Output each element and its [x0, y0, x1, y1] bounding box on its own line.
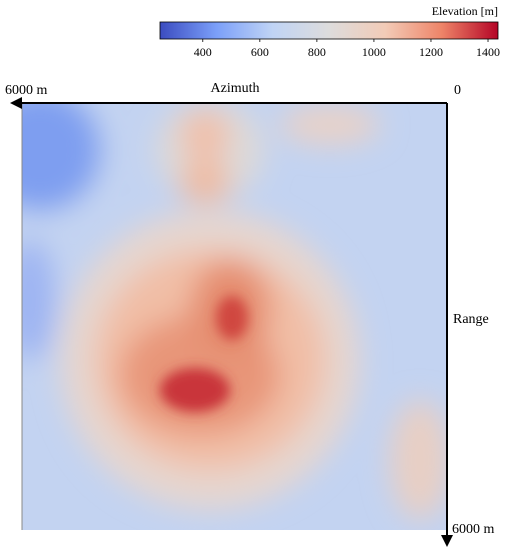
colorbar-tick-label: 1200 [419, 45, 443, 59]
colorbar-tick-label: 800 [308, 45, 326, 59]
range-label: Range [453, 312, 489, 327]
origin-label: 0 [454, 83, 461, 98]
colorbar-label: Elevation [m] [432, 4, 498, 18]
colorbar-tick-label: 400 [194, 45, 212, 59]
azimuth-label: Azimuth [211, 81, 260, 96]
azimuth-start-label: 6000 m [5, 83, 48, 98]
colorbar-tick-label: 1400 [476, 45, 500, 59]
colorbar-ticks: 400 600 800 1000 1200 1400 [194, 39, 500, 59]
elevation-map [22, 103, 447, 530]
colorbar-tick-label: 1000 [362, 45, 386, 59]
colorbar-tick-label: 600 [251, 45, 269, 59]
range-end-label: 6000 m [452, 522, 495, 537]
colorbar [159, 21, 499, 40]
